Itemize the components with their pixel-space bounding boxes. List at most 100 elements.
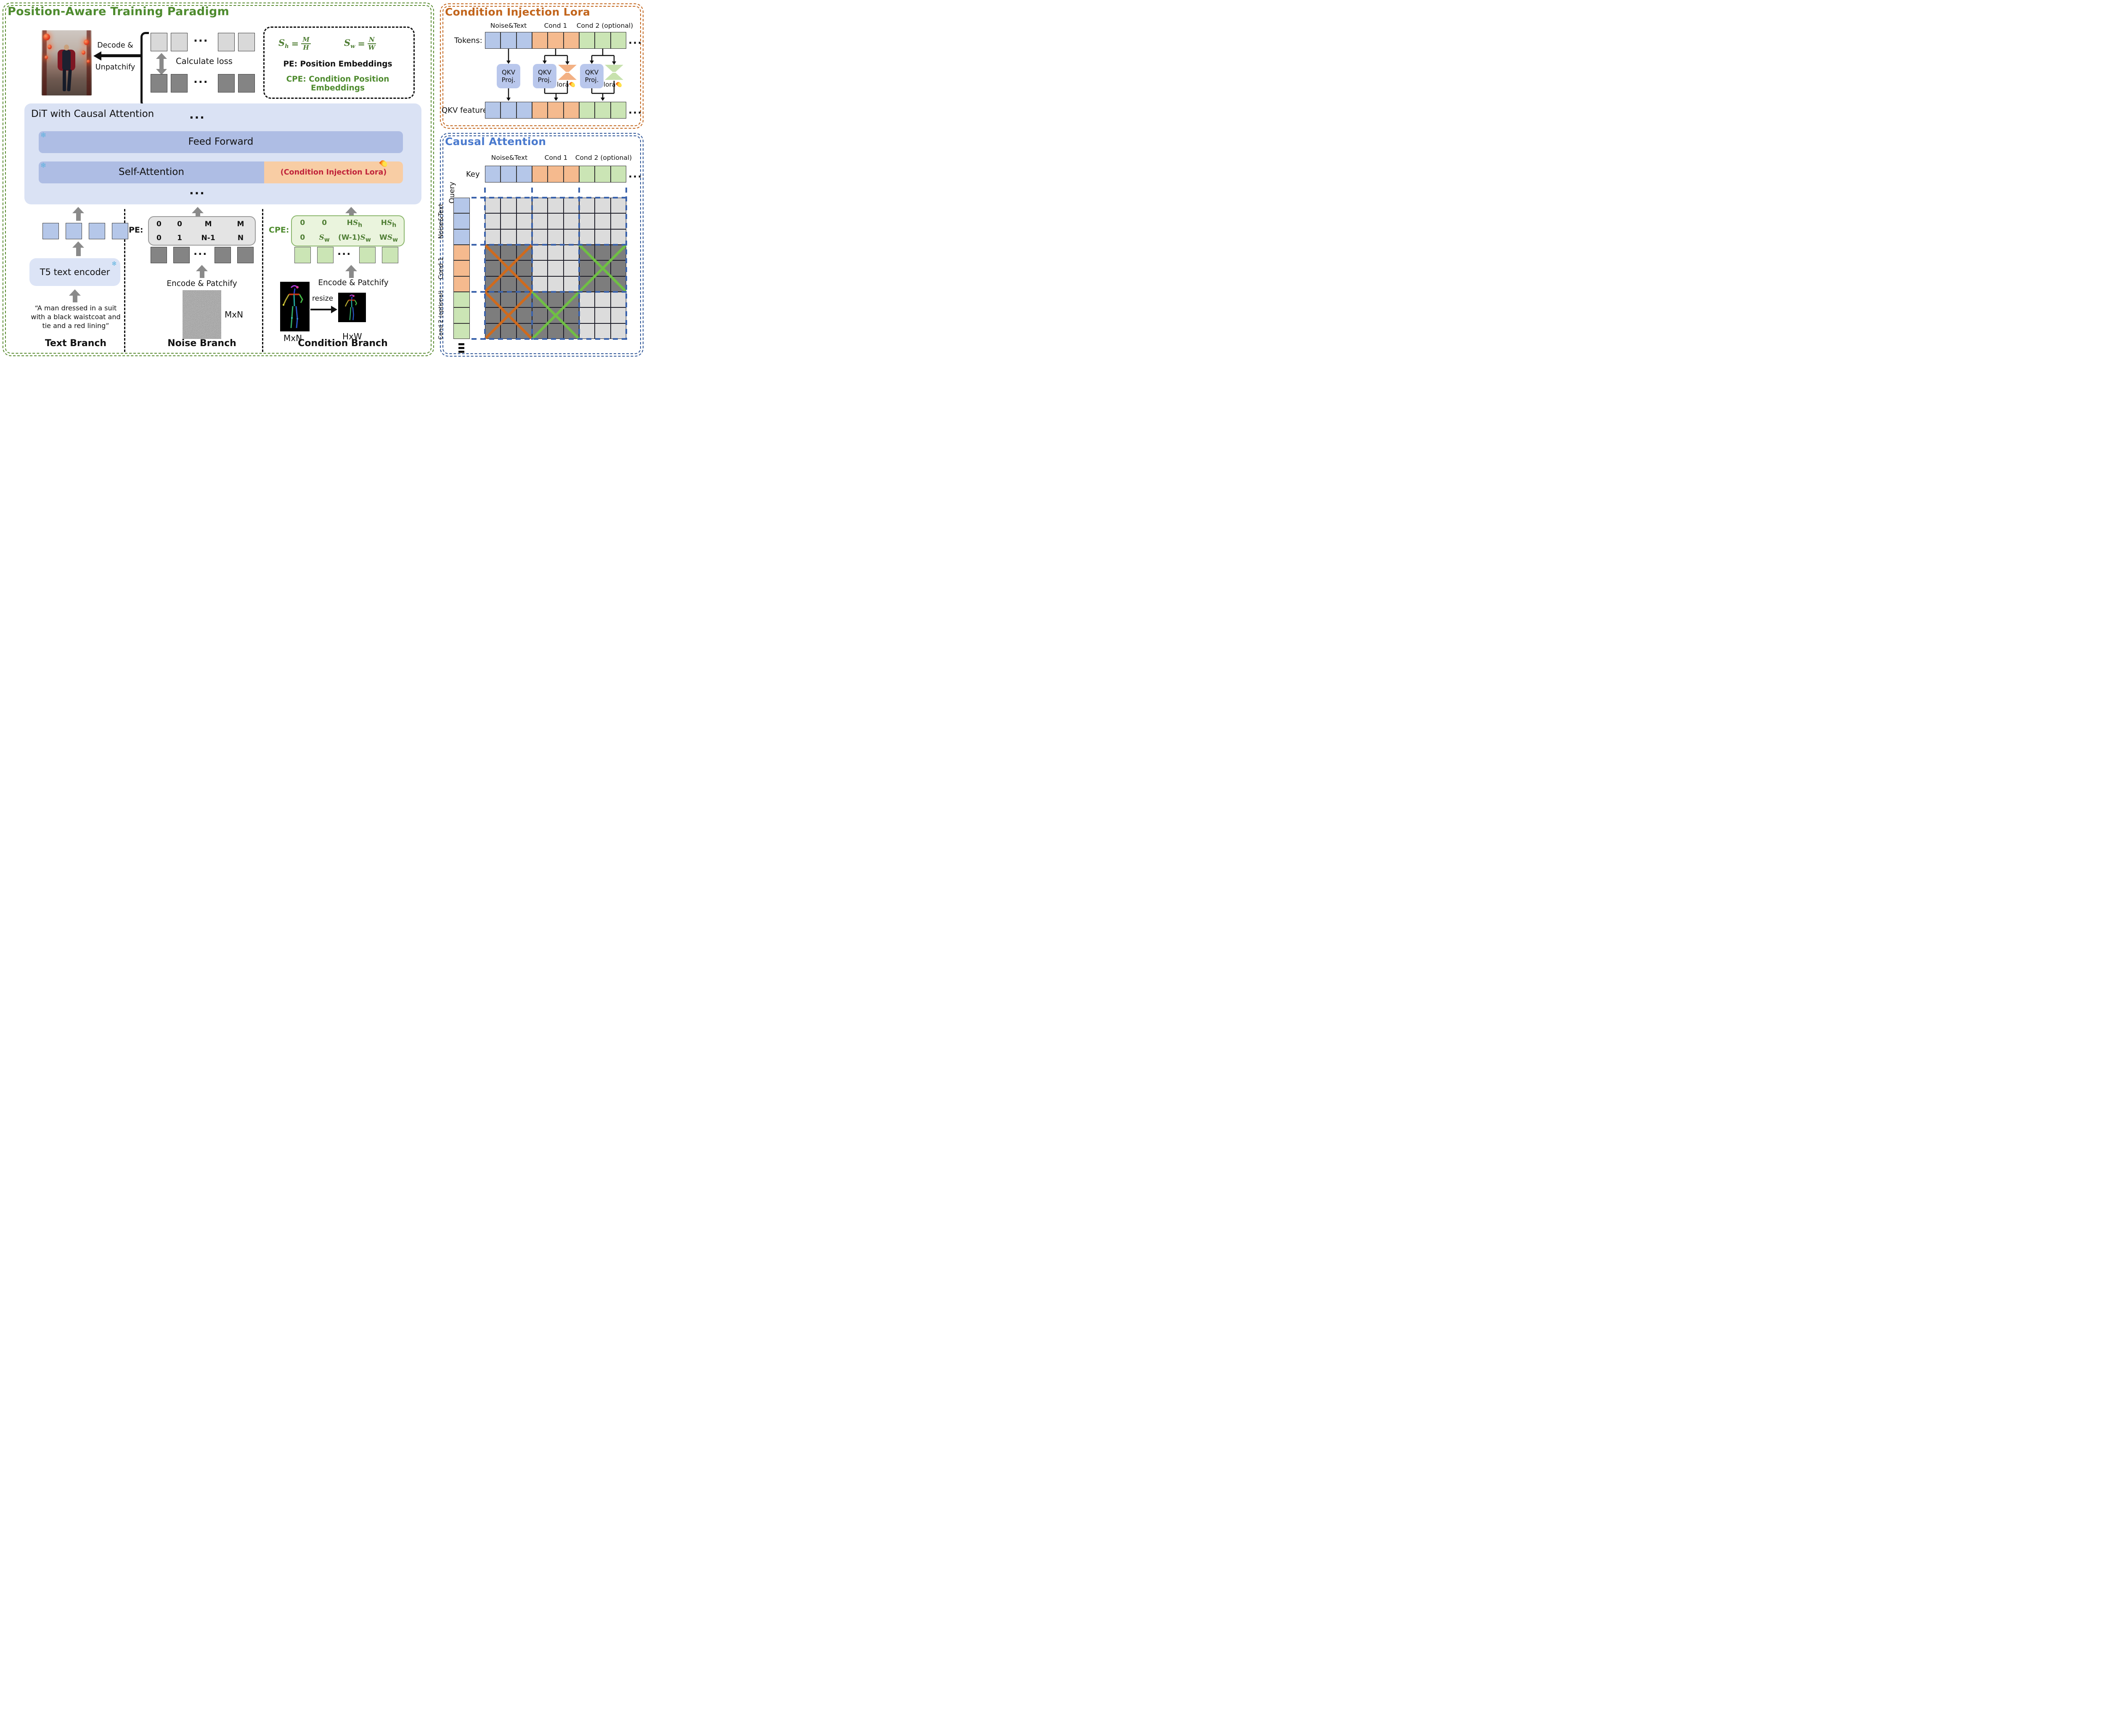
features-cell-blue: [485, 102, 501, 119]
attn-cell-masked: [563, 307, 579, 323]
lantern: [82, 50, 85, 55]
lantern: [45, 56, 48, 59]
ellipsis: ...: [628, 104, 643, 116]
attn-cell-visible: [610, 323, 626, 339]
pose-size-dst: HxW: [342, 331, 362, 341]
dit-block: DiT with Causal Attention ... ❄ Feed For…: [24, 103, 421, 204]
qkv-proj-box: QKV Proj.: [580, 64, 604, 88]
attn-cell-visible: [532, 229, 548, 245]
decode-arrow: [101, 54, 140, 57]
attn-cell-masked: [501, 323, 516, 339]
pe-cell: N: [237, 233, 244, 242]
mask-x-orange: [485, 243, 533, 293]
snowflake-icon: ❄: [40, 131, 47, 140]
cpe-cell: WSw: [379, 233, 398, 243]
col-label-noise-text: Noise&Text: [490, 22, 527, 29]
col-label-cond2: Cond 2 (optional): [576, 22, 633, 29]
block-boundary: [625, 188, 627, 340]
t5-encoder-box: ❄ T5 text encoder: [29, 258, 120, 286]
ellipsis: ...: [189, 108, 205, 122]
text-branch-label: Text Branch: [45, 338, 107, 349]
pred-patch: [171, 33, 188, 51]
condition-token: [294, 247, 311, 263]
ellipsis: ...: [628, 168, 643, 180]
encode-patchify-label: Encode & Patchify: [318, 278, 389, 287]
lora-tag-text: lora: [557, 81, 569, 88]
block-boundary: [531, 188, 533, 340]
cpe-cell: HSh: [381, 218, 397, 229]
features-cell-orange: [563, 102, 579, 119]
calc-loss-label: Calculate loss: [176, 56, 233, 66]
prompt-line: tie and a red lining”: [42, 322, 109, 330]
attn-cell-visible: [532, 260, 548, 276]
attn-cell-masked: [579, 260, 595, 276]
self-attention-bar: [39, 161, 264, 183]
features-cell-orange: [548, 102, 564, 119]
attn-cell-visible: [548, 198, 564, 214]
attn-cell-visible: [595, 198, 611, 214]
attn-cell-masked: [532, 307, 548, 323]
block-boundary: [484, 188, 486, 340]
resize-arrow: [310, 306, 337, 313]
attn-cell-visible: [610, 307, 626, 323]
attn-cell-masked: [501, 244, 516, 261]
resize-label: resize: [312, 294, 334, 303]
key-cell-green: [595, 166, 611, 183]
text-token: [112, 223, 128, 239]
tokens-row: [485, 32, 626, 49]
lora-segment: [264, 161, 403, 183]
key-cell-green: [610, 166, 626, 183]
pose-size-src: MxN: [283, 333, 302, 343]
condition-token: [317, 247, 334, 263]
tokens-cell-blue: [516, 32, 532, 49]
cpe-cell: 0: [322, 218, 327, 227]
tokens-cell-green: [595, 32, 611, 49]
query-cell-blue: [453, 213, 470, 229]
pe-table: 0 0 M M 0 1 N-1 N: [148, 216, 256, 246]
prompt-line: with a black waistcoat and: [31, 313, 121, 321]
mask-x-green: [578, 243, 626, 293]
key-cell-orange: [548, 166, 564, 183]
query-cell-blue: [453, 198, 470, 214]
features-cell-orange: [532, 102, 548, 119]
tokens-cell-blue: [485, 32, 501, 49]
query-cell-green: [453, 307, 470, 323]
snowflake-icon: ❄: [40, 161, 47, 170]
tokens-cell-orange: [532, 32, 548, 49]
tokens-label: Tokens:: [454, 36, 482, 45]
noise-size-label: MxN: [225, 310, 244, 320]
cpe-definition: CPE: Condition Position Embeddings: [286, 75, 389, 93]
attn-cell-visible: [563, 229, 579, 245]
pose-image-small: [338, 293, 366, 322]
tokens-cell-blue: [501, 32, 516, 49]
attn-cell-visible: [595, 307, 611, 323]
features-cell-blue: [516, 102, 532, 119]
pe-label: PE:: [129, 225, 143, 235]
block-boundary: [578, 188, 580, 340]
noise-token: [237, 247, 254, 263]
noise-branch-label: Noise Branch: [167, 338, 236, 349]
attn-cell-masked: [548, 323, 564, 339]
dit-title: DiT with Causal Attention: [31, 108, 154, 119]
attn-cell-visible: [548, 260, 564, 276]
causal-attention-panel: [440, 133, 644, 357]
condition-injection-lora-panel: [440, 3, 644, 129]
pe-cell: 0: [177, 220, 182, 228]
tokens-cell-orange: [563, 32, 579, 49]
qkv-line: Proj.: [538, 76, 552, 84]
query-cell-orange: [453, 276, 470, 292]
query-cell-blue: [453, 229, 470, 245]
key-cell-blue: [516, 166, 532, 183]
lantern: [43, 34, 50, 40]
loss-arrow: [156, 53, 167, 75]
attn-cell-visible: [563, 213, 579, 229]
branch-separator: [262, 209, 263, 352]
mask-x-green: [531, 291, 580, 339]
decode-arrow-head: [93, 51, 101, 61]
attn-cell-visible: [563, 260, 579, 276]
qkv-line: QKV: [538, 69, 551, 76]
text-token: [42, 223, 59, 239]
attn-cell-visible: [579, 307, 595, 323]
attn-cell-masked: [485, 307, 501, 323]
attn-cell-visible: [595, 291, 611, 308]
